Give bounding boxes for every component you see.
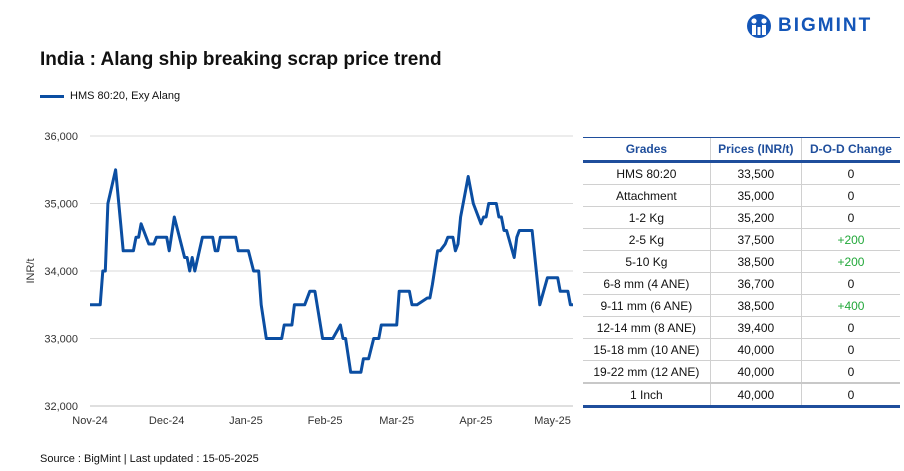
y-axis-label: INR/t bbox=[25, 258, 37, 283]
table-row: 15-18 mm (10 ANE) 40,000 0 bbox=[583, 338, 900, 361]
grade-cell: 15-18 mm (10 ANE) bbox=[583, 338, 711, 361]
x-tick-label: Apr-25 bbox=[459, 415, 492, 427]
change-cell: 0 bbox=[800, 382, 900, 408]
x-tick-label: Jan-25 bbox=[229, 415, 263, 427]
grade-cell: 2-5 Kg bbox=[583, 228, 711, 251]
price-cell: 39,400 bbox=[709, 316, 802, 339]
price-cell: 33,500 bbox=[709, 161, 802, 185]
y-tick-label: 34,000 bbox=[44, 266, 78, 278]
bigmint-logo: BIGMINT bbox=[746, 13, 872, 39]
x-tick-label: May-25 bbox=[534, 415, 571, 427]
y-tick-label: 33,000 bbox=[44, 334, 78, 346]
x-tick-label: Feb-25 bbox=[308, 415, 343, 427]
grade-cell: 5-10 Kg bbox=[583, 250, 711, 273]
change-cell: 0 bbox=[800, 184, 900, 207]
x-tick-label: Dec-24 bbox=[149, 415, 184, 427]
table-row: 6-8 mm (4 ANE) 36,700 0 bbox=[583, 272, 900, 295]
y-tick-label: 35,000 bbox=[44, 199, 78, 211]
price-cell: 37,500 bbox=[709, 228, 802, 251]
change-cell: 0 bbox=[800, 338, 900, 361]
price-cell: 40,000 bbox=[709, 382, 802, 408]
series-line-hms-80-20 bbox=[90, 168, 573, 374]
price-cell: 38,500 bbox=[709, 250, 802, 273]
change-cell: +400 bbox=[800, 294, 900, 317]
price-cell: 38,500 bbox=[709, 294, 802, 317]
price-table: Grades Prices (INR/t) D-O-D Change HMS 80:… bbox=[583, 137, 900, 408]
table-row: 12-14 mm (8 ANE) 39,400 0 bbox=[583, 316, 900, 339]
change-cell: 0 bbox=[800, 206, 900, 229]
change-cell: +200 bbox=[800, 228, 900, 251]
grade-cell: Attachment bbox=[583, 184, 711, 207]
column-header: Prices (INR/t) bbox=[709, 137, 802, 163]
price-cell: 36,700 bbox=[709, 272, 802, 295]
table-row: 2-5 Kg 37,500 +200 bbox=[583, 228, 900, 251]
legend-label: HMS 80:20, Exy Alang bbox=[70, 90, 181, 102]
price-cell: 35,200 bbox=[709, 206, 802, 229]
change-cell: 0 bbox=[800, 316, 900, 339]
table-row: 9-11 mm (6 ANE) 38,500 +400 bbox=[583, 294, 900, 317]
grade-cell: 1 Inch bbox=[583, 382, 711, 408]
logo-text: BIGMINT bbox=[778, 15, 873, 36]
y-tick-label: 32,000 bbox=[44, 401, 78, 413]
grade-cell: 12-14 mm (8 ANE) bbox=[583, 316, 711, 339]
x-tick-label: Nov-24 bbox=[72, 415, 107, 427]
table-row: 1 Inch 40,000 0 bbox=[583, 382, 900, 408]
logo-icon bbox=[747, 14, 771, 38]
column-header: Grades bbox=[583, 137, 711, 163]
change-cell: 0 bbox=[800, 360, 900, 384]
y-tick-label: 36,000 bbox=[44, 131, 78, 143]
grade-cell: 19-22 mm (12 ANE) bbox=[583, 360, 711, 384]
grade-cell: 1-2 Kg bbox=[583, 206, 711, 229]
price-cell: 35,000 bbox=[709, 184, 802, 207]
change-cell: 0 bbox=[800, 161, 900, 185]
price-cell: 40,000 bbox=[709, 338, 802, 361]
table-row: 19-22 mm (12 ANE) 40,000 0 bbox=[583, 360, 900, 384]
chart-title: India : Alang ship breaking scrap price … bbox=[40, 49, 442, 70]
table-row: HMS 80:20 33,500 0 bbox=[583, 161, 900, 185]
source-note: Source : BigMint | Last updated : 15-05-… bbox=[40, 453, 259, 465]
table-row: Attachment 35,000 0 bbox=[583, 184, 900, 207]
grade-cell: HMS 80:20 bbox=[583, 161, 711, 185]
grade-cell: 6-8 mm (4 ANE) bbox=[583, 272, 711, 295]
grade-cell: 9-11 mm (6 ANE) bbox=[583, 294, 711, 317]
legend-swatch bbox=[40, 94, 64, 98]
change-cell: 0 bbox=[800, 272, 900, 295]
column-header: D-O-D Change bbox=[800, 137, 900, 163]
table-row: 1-2 Kg 35,200 0 bbox=[583, 206, 900, 229]
x-tick-label: Mar-25 bbox=[379, 415, 414, 427]
change-cell: +200 bbox=[800, 250, 900, 273]
price-cell: 40,000 bbox=[709, 360, 802, 384]
table-row: 5-10 Kg 38,500 +200 bbox=[583, 250, 900, 273]
legend: HMS 80:20, Exy Alang bbox=[40, 90, 180, 102]
